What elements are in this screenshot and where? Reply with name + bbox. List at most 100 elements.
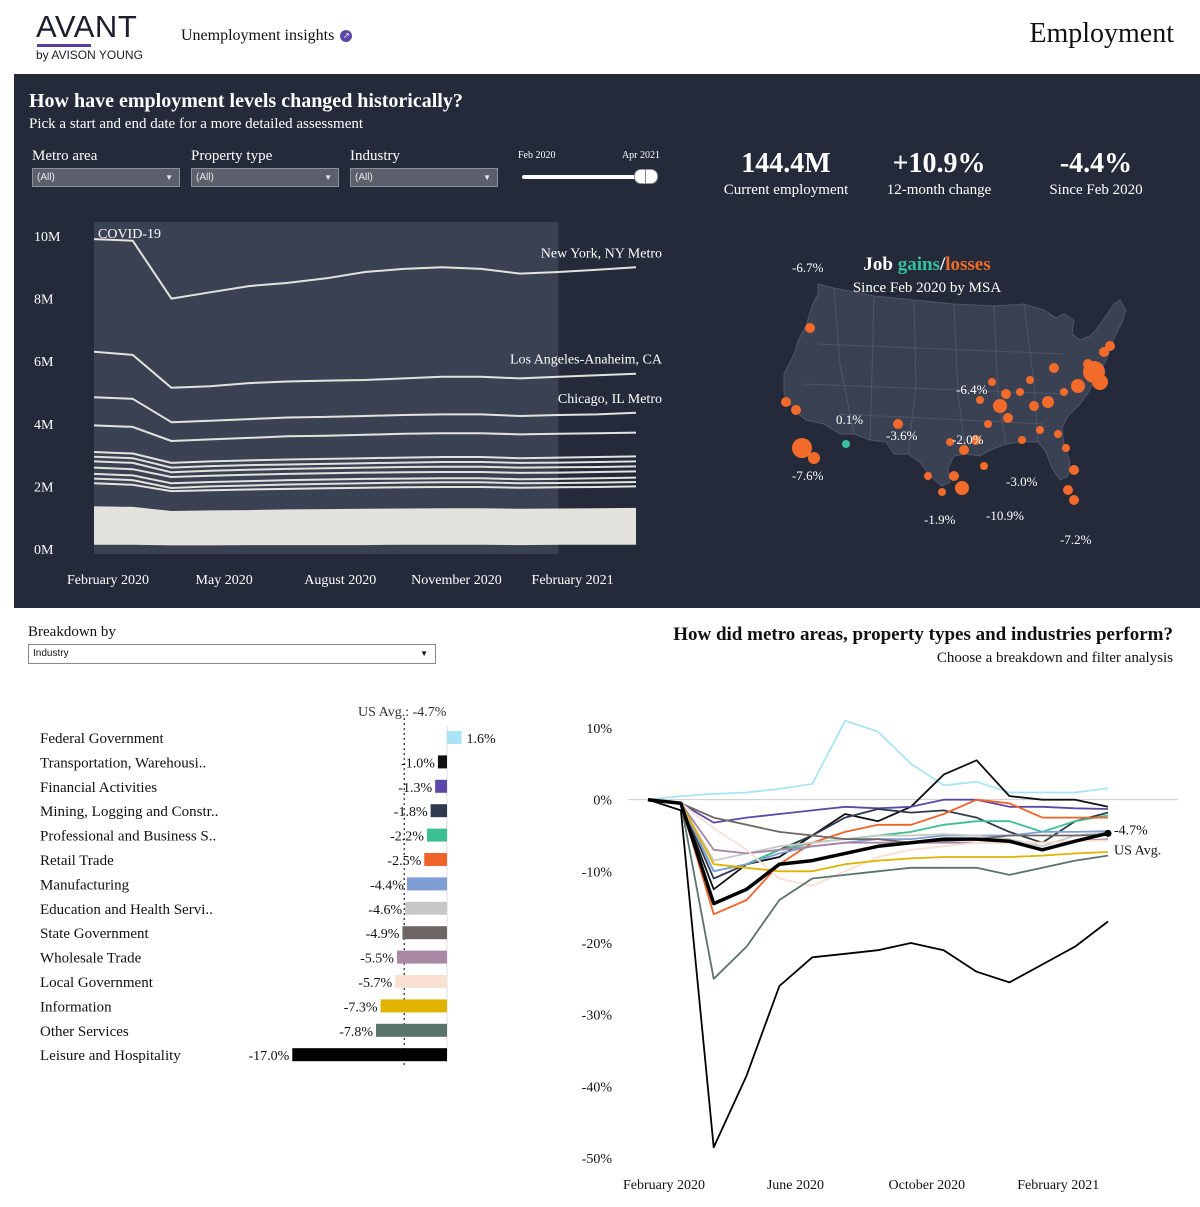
bar	[447, 731, 462, 744]
msa-bubble	[959, 445, 969, 455]
msa-bubble	[924, 472, 932, 480]
chevron-down-icon: ▼	[483, 173, 491, 182]
y-tick-label: 10M	[34, 230, 61, 245]
msa-change-label: -7.2%	[1060, 532, 1092, 544]
avant-logo[interactable]: AVANT by AVISON YOUNG	[36, 10, 156, 66]
series-label: Chicago, IL Metro	[558, 392, 662, 407]
series-line	[93, 238, 637, 300]
series-line	[93, 396, 637, 424]
msa-bubble	[1016, 388, 1024, 396]
map-title-slash: /	[939, 254, 946, 275]
msa-bubble	[808, 452, 820, 464]
msa-bubble	[1105, 341, 1115, 351]
bar	[405, 901, 447, 915]
date-range-slider: Feb 2020 Apr 2021	[518, 150, 668, 190]
msa-bubble	[1062, 444, 1070, 452]
y-tick-label: 10%	[586, 722, 612, 737]
series-line	[93, 424, 637, 442]
series-line	[93, 522, 637, 530]
y-tick-label: 0%	[593, 794, 612, 809]
kpi-label: Current employment	[723, 182, 849, 198]
slider-end-label: Apr 2021	[621, 150, 660, 161]
bar-value-label: -4.4%	[370, 878, 404, 893]
msa-bubble	[938, 488, 946, 496]
page-title: Employment	[1029, 18, 1174, 49]
bar-category-label: Federal Government	[40, 731, 165, 747]
msa-bubble	[791, 405, 801, 415]
industry-filter: Industry (All) ▼	[350, 148, 498, 187]
trend-series-line	[647, 798, 1108, 916]
kpi-label: 12-month change	[886, 182, 992, 198]
msa-bubble	[1071, 379, 1085, 393]
nav-link-label: Unemployment insights	[181, 27, 335, 44]
x-tick-label: February 2020	[67, 573, 149, 588]
breakdown-select[interactable]: Industry ▼	[28, 644, 436, 664]
x-tick-label: August 2020	[304, 573, 376, 588]
kpi-value: 144.4M	[741, 148, 831, 179]
employment-history-chart: COVID-19 0M 2M 4M 6M 8M 10M February 2020 May 20…	[34, 222, 663, 588]
state-border	[907, 299, 917, 455]
trend-series-line	[647, 797, 1109, 906]
msa-bubble	[1042, 396, 1054, 408]
msa-bubble	[792, 438, 812, 458]
x-tick-label: June 2020	[767, 1178, 824, 1193]
series-label: Los Angeles-Anaheim, CA	[510, 353, 663, 368]
industry-select[interactable]: (All) ▼	[350, 168, 498, 187]
breakdown-value: Industry	[33, 648, 69, 659]
msa-bubble	[946, 438, 954, 446]
y-tick-label: 0M	[34, 543, 54, 558]
bar-value-label: -5.7%	[358, 976, 392, 991]
msa-bubble	[1026, 376, 1034, 384]
trend-series-line	[647, 798, 1109, 980]
series-line	[94, 540, 636, 546]
state-border	[953, 303, 967, 455]
chevron-down-icon: ▼	[324, 173, 332, 182]
series-label: New York, NY Metro	[541, 246, 662, 261]
bar	[437, 755, 447, 769]
slider-handle[interactable]	[634, 169, 658, 184]
bar-value-label: 1.6%	[467, 732, 497, 747]
msa-bubble	[1049, 363, 1059, 373]
msa-change-label: -3.0%	[1006, 474, 1038, 489]
msa-bubble	[1054, 430, 1062, 438]
kpi-value: -4.4%	[1059, 148, 1133, 179]
property-type-select[interactable]: (All) ▼	[191, 168, 339, 187]
bar-category-label: Professional and Business S..	[40, 829, 216, 845]
metro-area-select[interactable]: (All) ▼	[32, 168, 180, 187]
external-link-icon: ↗	[340, 30, 353, 42]
kpi-current-employment: 144.4M Current employment	[706, 148, 866, 199]
msa-bubble	[980, 462, 988, 470]
state-border	[1023, 303, 1039, 443]
trend-series-line	[647, 798, 1109, 880]
map-subtitle: Since Feb 2020 by MSA	[852, 280, 1002, 296]
bar-value-label: -7.8%	[339, 1025, 373, 1040]
msa-bubble	[1036, 426, 1044, 434]
series-line	[93, 466, 637, 478]
map-title-gains: gains	[897, 254, 940, 275]
bar-category-label: Local Government	[40, 975, 154, 991]
y-tick-label: -20%	[582, 937, 613, 952]
msa-bubble	[893, 419, 903, 429]
bar-category-label: Financial Activities	[40, 780, 157, 796]
slider-track[interactable]	[522, 175, 654, 179]
bar-value-label: -7.3%	[344, 1000, 378, 1015]
msa-bubble	[805, 323, 815, 333]
bar-value-label: -2.2%	[390, 830, 424, 845]
y-tick-label: 6M	[34, 355, 54, 370]
series-line	[93, 451, 637, 464]
y-tick-label: 4M	[34, 418, 54, 433]
unemployment-insights-link[interactable]: Unemployment insights ↗	[181, 27, 353, 45]
covid-annotation: COVID-19	[98, 227, 161, 242]
bar-value-label: -1.8%	[394, 805, 428, 820]
msa-change-label: -3.6%	[886, 428, 918, 443]
series-line	[93, 472, 637, 485]
y-tick-label: 8M	[34, 293, 54, 308]
msa-change-label: 0.1%	[836, 412, 863, 427]
y-tick-label: -10%	[582, 865, 613, 880]
trend-series-line	[647, 798, 1109, 873]
msa-bubble	[1069, 465, 1079, 475]
us-msa-map[interactable]: -6.7% 0.1% -3.6% -6.4% -2.0% -7.6% -3.0% -1.9% -…	[744, 244, 1164, 544]
msa-bubble	[1001, 389, 1011, 399]
map-title-prefix: Job	[863, 254, 898, 275]
msa-change-label: -6.7%	[792, 260, 824, 275]
